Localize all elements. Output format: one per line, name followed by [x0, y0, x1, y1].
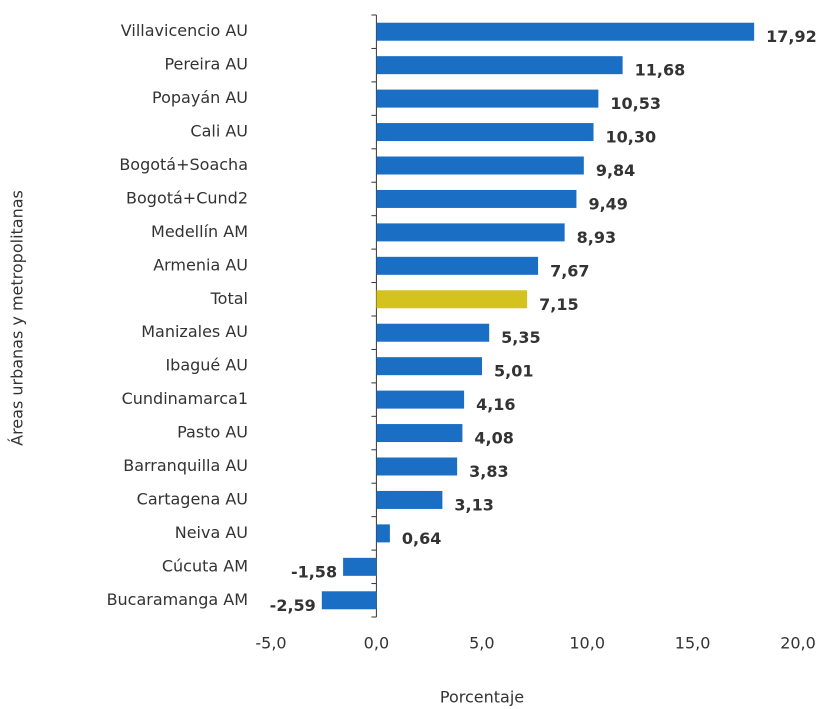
y-tick-label: Armenia AU [153, 255, 248, 274]
value-label: 4,08 [474, 429, 513, 448]
x-tick-label: 10,0 [569, 634, 605, 653]
x-tick-label: 5,0 [469, 634, 494, 653]
value-label: 5,01 [494, 362, 533, 381]
bar [376, 156, 584, 175]
value-label: 4,16 [476, 395, 515, 414]
bar [376, 323, 490, 342]
value-label: 9,49 [588, 194, 627, 213]
value-label: 11,68 [635, 61, 686, 80]
y-tick-label: Manizales AU [141, 322, 248, 341]
y-axis-title: Áreas urbanas y metropolitanas [8, 190, 27, 446]
value-label: 0,64 [402, 529, 441, 548]
x-tick-label: 15,0 [675, 634, 711, 653]
y-tick-label: Bogotá+Soacha [119, 155, 248, 174]
x-tick-label: 0,0 [364, 634, 389, 653]
value-label: 7,67 [550, 261, 589, 280]
value-label: 7,15 [539, 295, 578, 314]
value-label: 10,53 [610, 94, 661, 113]
bar [376, 223, 565, 242]
x-tick-label: -5,0 [255, 634, 286, 653]
bar [376, 89, 599, 108]
bar [376, 290, 528, 309]
y-tick-label: Total [210, 289, 248, 308]
x-axis-title: Porcentaje [440, 688, 524, 707]
bar [376, 490, 443, 509]
value-label: 3,13 [454, 495, 493, 514]
bar [376, 357, 483, 376]
bar [376, 390, 465, 409]
value-label: 5,35 [501, 328, 540, 347]
y-tick-label: Cúcuta AM [162, 556, 248, 575]
value-label: 3,83 [469, 462, 508, 481]
y-tick-label: Popayán AU [152, 88, 248, 107]
bar [376, 424, 463, 443]
y-tick-label: Neiva AU [175, 523, 248, 542]
value-label: 8,93 [577, 228, 616, 247]
y-tick-label: Barranquilla AU [123, 456, 248, 475]
bar [376, 524, 390, 543]
value-label: -1,58 [291, 562, 337, 581]
bar [376, 189, 577, 208]
value-label: 10,30 [606, 128, 657, 147]
y-tick-label: Pereira AU [164, 55, 248, 74]
y-tick-label: Cundinamarca1 [122, 389, 248, 408]
y-tick-label: Cartagena AU [137, 489, 248, 508]
x-tick-label: 20,0 [780, 634, 816, 653]
y-tick-label: Ibagué AU [165, 356, 248, 375]
bar [376, 457, 458, 476]
bar [321, 591, 377, 610]
bar [343, 557, 377, 576]
y-tick-label: Pasto AU [177, 423, 248, 442]
y-tick-label: Bucaramanga AM [107, 590, 248, 609]
bar [376, 256, 539, 275]
bar [376, 123, 594, 142]
y-tick-label: Villavicencio AU [121, 21, 248, 40]
y-tick-label: Cali AU [190, 122, 248, 141]
y-tick-label: Bogotá+Cund2 [126, 188, 248, 207]
bar [376, 22, 755, 41]
value-label: -2,59 [270, 596, 316, 615]
y-tick-label: Medellín AM [151, 222, 248, 241]
bar [376, 56, 623, 75]
value-label: 17,92 [766, 27, 817, 46]
value-label: 9,84 [596, 161, 635, 180]
